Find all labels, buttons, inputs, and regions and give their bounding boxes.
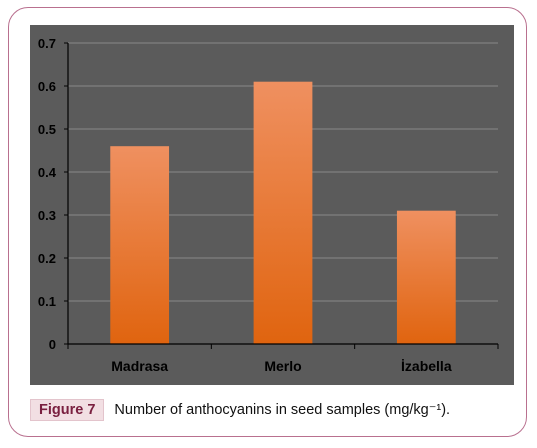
y-tick-label: 0.4 <box>38 165 57 180</box>
bar <box>253 81 313 344</box>
bar-chart: 0 0.1 0.2 0.3 0.4 0.5 0.6 0.7 Madrasa Merlo İzabel… <box>38 36 499 374</box>
figure-caption: Figure 7 Number of anthocyanins in seed … <box>30 398 450 422</box>
figure-label: Figure 7 <box>30 399 105 421</box>
y-tick-label: 0.2 <box>38 251 56 266</box>
y-tick-label: 0.3 <box>38 208 56 223</box>
figure-frame <box>8 7 527 437</box>
x-tick-label: İzabella <box>401 358 452 374</box>
y-tick-label: 0 <box>49 337 56 352</box>
caption-text: Number of anthocyanins in seed samples (… <box>114 402 451 418</box>
y-tick-label: 0.6 <box>38 79 56 94</box>
x-tick-label: Merlo <box>264 358 301 374</box>
y-tick-label: 0.7 <box>38 36 56 51</box>
x-tick-label: Madrasa <box>111 358 168 374</box>
bar <box>110 146 170 344</box>
chart-panel: 0 0.1 0.2 0.3 0.4 0.5 0.6 0.7 Madrasa Merlo İzabel… <box>30 25 514 385</box>
y-tick-label: 0.5 <box>38 122 56 137</box>
bar <box>396 210 456 344</box>
y-tick-label: 0.1 <box>38 294 56 309</box>
